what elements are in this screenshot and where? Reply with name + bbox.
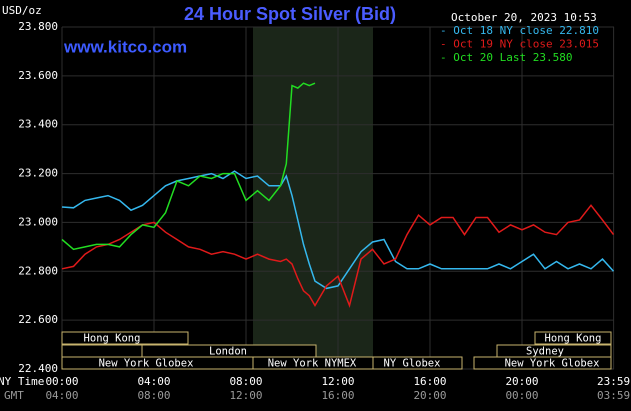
y-tick-label: 23.200 [18, 167, 58, 180]
session-box [473, 356, 612, 370]
legend: - Oct 18 NY close 22.810- Oct 19 NY clos… [440, 24, 599, 64]
x-tick-label: 00:00 [45, 375, 78, 388]
y-tick-label: 22.600 [18, 313, 58, 326]
x2-tick-label: 03:59 [597, 389, 630, 402]
series-line [61, 204, 615, 308]
x2-tick-label: 04:00 [45, 389, 78, 402]
y-tick-label: 23.800 [18, 20, 58, 33]
x-tick-label: 16:00 [413, 375, 446, 388]
session-box [61, 331, 189, 345]
timestamp: October 20, 2023 10:53 [451, 11, 597, 24]
session-box [372, 356, 463, 370]
y-tick-label: 23.000 [18, 215, 58, 228]
session-label: New York Globex [505, 358, 600, 370]
lines [61, 82, 615, 308]
y-tick-label: 22.400 [18, 362, 58, 375]
x2-tick-label: 16:00 [321, 389, 354, 402]
session-label: London [209, 346, 247, 358]
x-tick-label: 08:00 [229, 375, 262, 388]
legend-entry: - Oct 18 NY close 22.810 [440, 24, 599, 37]
session-box [61, 344, 143, 358]
sessions: Hong Kong Hong Kong London Sydney New Yo… [61, 331, 612, 370]
series-line [61, 170, 615, 290]
session-label: Hong Kong [545, 333, 602, 345]
y-tick-label: 23.400 [18, 118, 58, 131]
x-tick-label: 23:59 [597, 375, 630, 388]
chart-title: 24 Hour Spot Silver (Bid) [184, 4, 396, 24]
x2-tick-label: 12:00 [229, 389, 262, 402]
x2-tick-label: 08:00 [137, 389, 170, 402]
legend-entry: - Oct 19 NY close 23.015 [440, 38, 599, 51]
x-axis-label: NY Time [0, 375, 44, 388]
x-tick-label: 04:00 [137, 375, 170, 388]
session-label: NY Globex [384, 358, 441, 370]
session-label: Hong Kong [84, 333, 141, 345]
grid [61, 26, 615, 370]
y-tick-label: 22.800 [18, 264, 58, 277]
session-label: New York NYMEX [268, 358, 357, 370]
watermark: www.kitco.com [63, 37, 187, 56]
x2-axis-label: GMT [4, 389, 24, 402]
x2-tick-label: 20:00 [413, 389, 446, 402]
session-label: Sydney [526, 346, 564, 358]
y-tick-label: 23.600 [18, 69, 58, 82]
y-axis-label: USD/oz [2, 4, 42, 17]
x2-tick-label: 00:00 [505, 389, 538, 402]
session-box [534, 331, 612, 345]
legend-entry: - Oct 20 Last 23.580 [440, 51, 572, 64]
session-label: New York Globex [99, 358, 194, 370]
x-tick-label: 12:00 [321, 375, 354, 388]
x-tick-label: 20:00 [505, 375, 538, 388]
series-line [61, 82, 316, 251]
